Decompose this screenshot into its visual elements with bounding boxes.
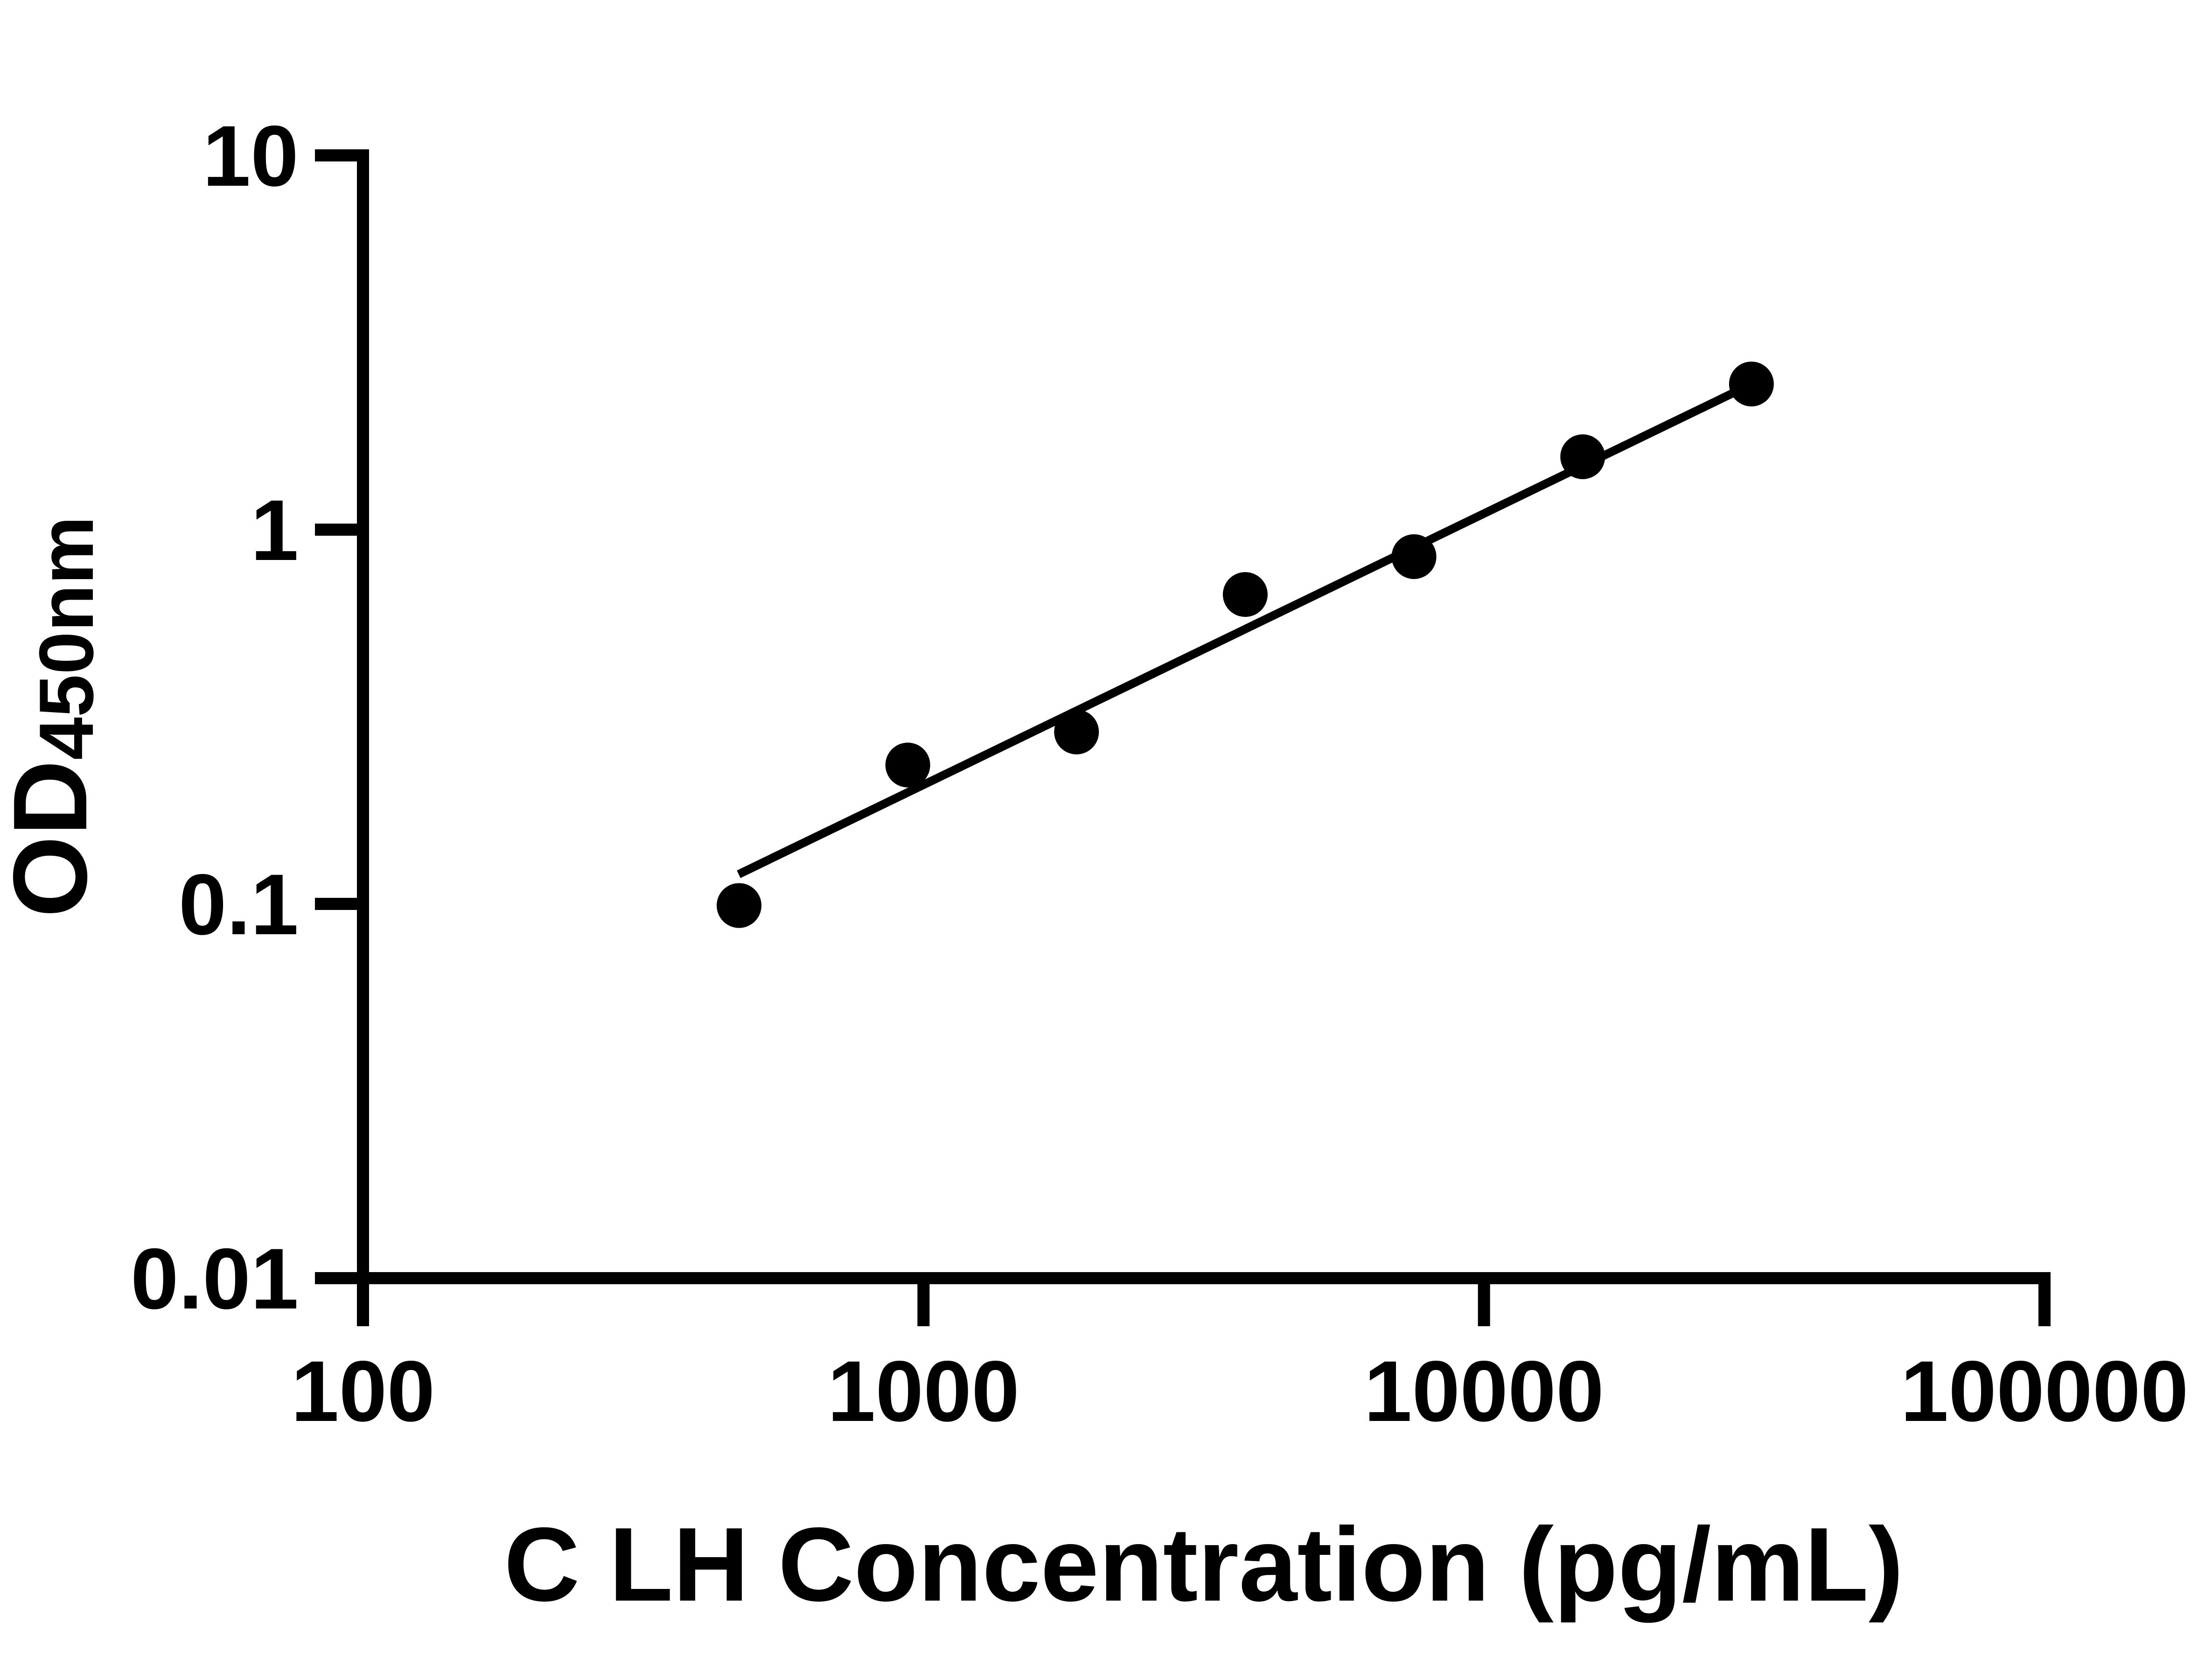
data-point bbox=[717, 883, 762, 928]
data-point bbox=[1729, 361, 1774, 406]
y-tick-label: 0.01 bbox=[131, 1231, 299, 1327]
x-tick-label: 1000 bbox=[828, 1343, 1020, 1440]
x-tick-label: 100000 bbox=[1900, 1343, 2188, 1440]
x-tick-label: 10000 bbox=[1364, 1343, 1604, 1440]
x-axis-title: C LH Concentration (pg/mL) bbox=[504, 1505, 1904, 1623]
y-tick-label: 0.1 bbox=[179, 857, 299, 953]
y-axis-title-subscript: 450nm bbox=[23, 516, 109, 760]
y-tick-label: 10 bbox=[202, 108, 299, 204]
data-point bbox=[1560, 434, 1605, 479]
data-points bbox=[717, 361, 1774, 928]
y-axis-title: OD450nm bbox=[0, 516, 109, 917]
data-point bbox=[1391, 534, 1437, 579]
data-point bbox=[1054, 709, 1099, 755]
data-point bbox=[885, 742, 930, 788]
axis-ticks bbox=[315, 149, 2051, 1326]
tick-labels: 10 1 0.1 0.01 100 1000 10000 100000 bbox=[131, 108, 2189, 1440]
y-tick-label: 1 bbox=[251, 483, 299, 579]
data-point bbox=[1222, 572, 1268, 617]
y-axis-title-main: OD bbox=[0, 760, 109, 918]
x-tick-label: 100 bbox=[291, 1343, 435, 1440]
